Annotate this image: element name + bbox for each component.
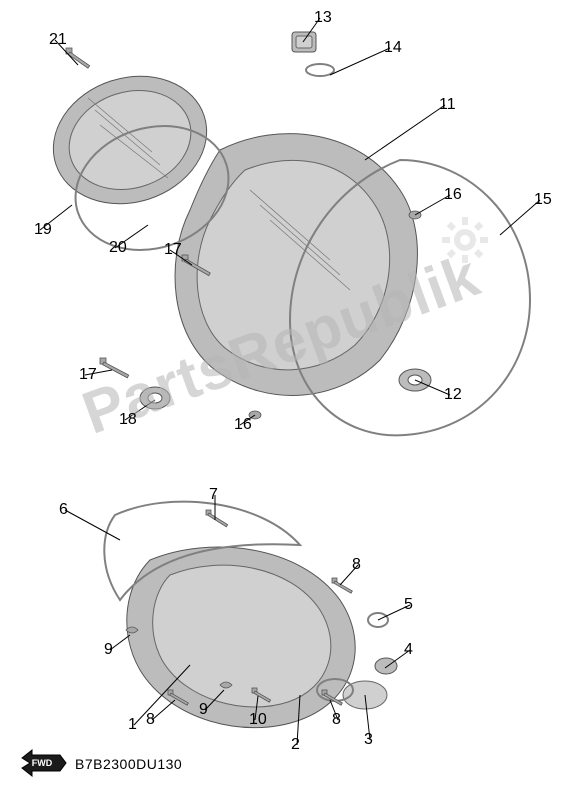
callout-8: 8 [146,712,155,728]
part-bolt-21 [66,48,90,68]
callout-15: 15 [534,192,552,208]
callout-8: 8 [332,712,341,728]
callout-7: 7 [209,487,218,503]
callout-3: 3 [364,732,373,748]
fwd-label: FWD [32,758,53,768]
callout-16: 16 [444,187,462,203]
callout-14: 14 [384,40,402,56]
callout-9: 9 [199,702,208,718]
part-bolt-7 [206,510,228,527]
callout-20: 20 [109,240,127,256]
diagram-svg [0,0,561,800]
callout-18: 18 [119,412,137,428]
callout-6: 6 [59,502,68,518]
callout-19: 19 [34,222,52,238]
callout-2: 2 [291,737,300,753]
part-plug-4 [375,658,397,674]
part-cover-lower [127,547,355,728]
part-oil-filler-cap [292,32,316,52]
part-crankcase-cover-right [175,134,417,396]
fwd-badge: FWD [20,748,68,778]
callout-5: 5 [404,597,413,613]
callout-12: 12 [444,387,462,403]
callout-17: 17 [164,242,182,258]
part-bolt-17b [100,358,129,378]
plate-code: B7B2300DU130 [75,756,182,772]
callout-8: 8 [352,557,361,573]
callout-10: 10 [249,712,267,728]
callout-1: 1 [128,717,137,733]
part-bushing-18 [140,387,170,409]
callout-17: 17 [79,367,97,383]
part-gasket-14 [306,64,334,76]
exploded-parts-diagram: PartsRepublik 12345678889910111213141516… [0,0,561,800]
callout-9: 9 [104,642,113,658]
callout-16: 16 [234,417,252,433]
part-bolt-8c [332,578,352,593]
callout-4: 4 [404,642,413,658]
callout-13: 13 [314,10,332,26]
callout-11: 11 [439,97,456,113]
callout-21: 21 [49,32,67,48]
